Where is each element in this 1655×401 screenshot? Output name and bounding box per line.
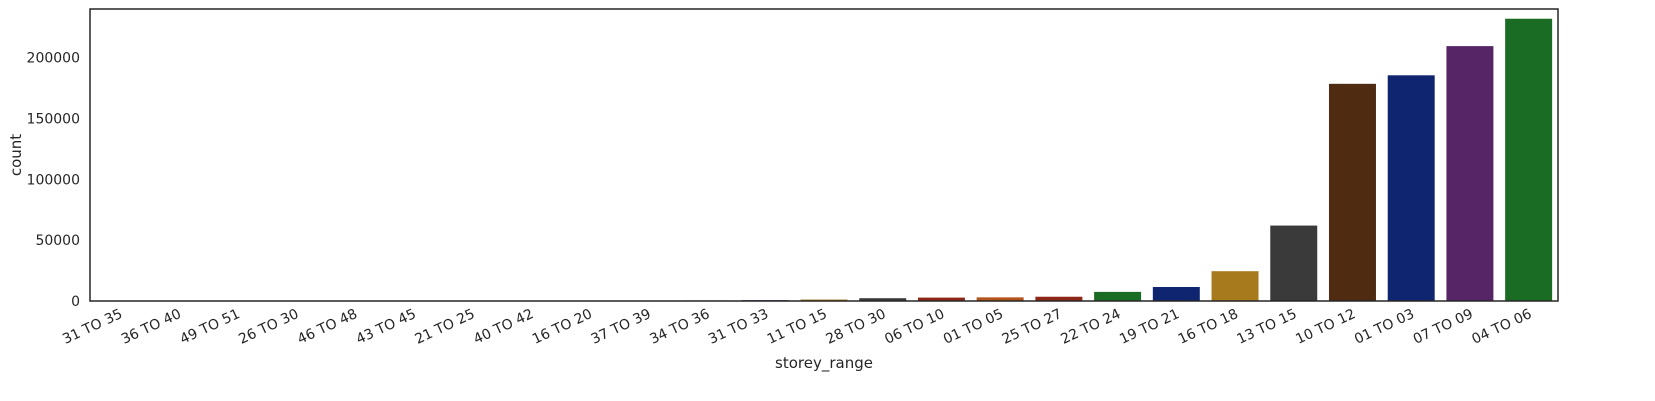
- bar-28-to-30: [859, 298, 907, 301]
- x-tick-label: 21 TO 25: [413, 306, 478, 348]
- bars-group: [95, 18, 1553, 302]
- bar-16-to-18: [1211, 271, 1259, 301]
- x-tick-label: 10 TO 12: [1293, 306, 1358, 348]
- bar-13-to-15: [1270, 225, 1318, 301]
- x-tick-label: 11 TO 15: [765, 306, 830, 348]
- x-tick-label: 31 TO 35: [60, 306, 125, 348]
- bar-01-to-03: [1387, 75, 1435, 301]
- x-tick-label: 06 TO 10: [882, 306, 947, 348]
- x-tick-label: 34 TO 36: [647, 306, 712, 348]
- y-axis-label: count: [7, 134, 25, 176]
- bar-22-to-24: [1094, 291, 1142, 302]
- x-tick-label: 37 TO 39: [589, 306, 654, 348]
- bar-10-to-12: [1328, 83, 1376, 301]
- x-tick-label: 19 TO 21: [1117, 306, 1182, 348]
- plot-frame: [89, 8, 1559, 302]
- x-tick-label: 36 TO 40: [119, 306, 184, 348]
- bar-19-to-21: [1152, 287, 1200, 301]
- bar-25-to-27: [1035, 296, 1083, 301]
- x-tick-label: 31 TO 33: [706, 306, 771, 348]
- y-tick-label: 50000: [35, 233, 80, 249]
- y-axis-ticks: 0 50000 100000 150000 200000: [27, 51, 80, 310]
- x-tick-label: 49 TO 51: [178, 306, 243, 348]
- x-tick-label: 46 TO 48: [295, 306, 360, 348]
- bar-07-to-09: [1446, 46, 1494, 301]
- x-tick-label: 22 TO 24: [1058, 306, 1123, 348]
- x-tick-label: 04 TO 06: [1469, 306, 1534, 348]
- bar-06-to-10: [917, 297, 965, 301]
- x-tick-label: 40 TO 42: [471, 306, 536, 348]
- bar-04-to-06: [1505, 18, 1553, 301]
- y-tick-label: 100000: [27, 172, 80, 188]
- x-tick-label: 13 TO 15: [1235, 306, 1300, 348]
- x-tick-label: 28 TO 30: [824, 306, 889, 348]
- y-tick-label: 200000: [27, 51, 80, 67]
- x-tick-label: 01 TO 05: [941, 306, 1006, 348]
- bar-01-to-05: [976, 297, 1024, 301]
- y-tick-label: 150000: [27, 112, 80, 128]
- x-tick-label: 07 TO 09: [1411, 306, 1476, 348]
- y-tick-label: 0: [71, 294, 80, 310]
- x-tick-label: 43 TO 45: [354, 306, 419, 348]
- x-tick-label: 16 TO 20: [530, 306, 595, 348]
- x-tick-label: 25 TO 27: [1000, 306, 1065, 348]
- x-axis-label: storey_range: [775, 354, 873, 373]
- x-tick-label: 16 TO 18: [1176, 306, 1241, 348]
- x-tick-label: 26 TO 30: [236, 306, 301, 348]
- x-tick-label: 01 TO 03: [1352, 306, 1417, 348]
